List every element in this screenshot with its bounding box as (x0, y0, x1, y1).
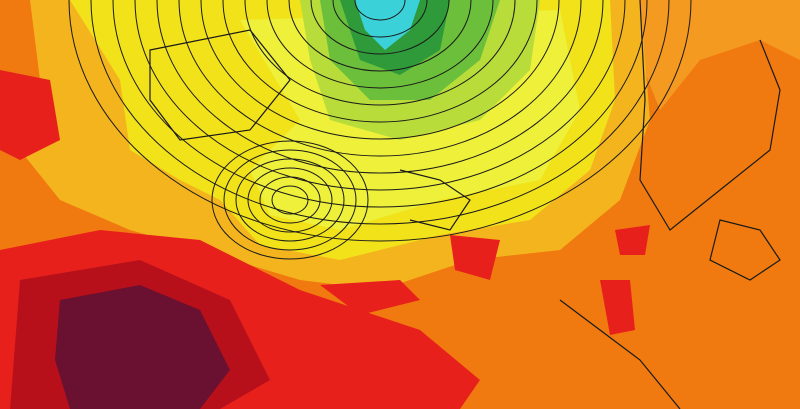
coastline (639, 0, 781, 231)
isobar-line (178, 0, 582, 157)
isobar-line (112, 0, 648, 208)
isobar-contours (68, 0, 692, 260)
isobar-line (266, 0, 494, 89)
isobar-line (235, 158, 345, 242)
isobar-line (90, 0, 670, 225)
isobar-line (271, 185, 309, 215)
isobar-line (211, 140, 369, 260)
isobar-line (134, 0, 626, 191)
light-orange-field (620, 0, 800, 110)
isobar-line (288, 0, 472, 72)
isobar-line (247, 167, 333, 233)
coastline (559, 299, 681, 409)
isobar-line (156, 0, 604, 174)
isobar-line (244, 0, 516, 106)
coastline (399, 169, 471, 231)
coastline (149, 29, 291, 141)
isobar-line (222, 0, 538, 123)
coastline (709, 219, 781, 281)
isobar-line (332, 0, 428, 38)
isobar-line (200, 0, 560, 140)
cyan-field (355, 0, 420, 50)
coastlines (149, 0, 781, 409)
isobar-line (310, 0, 450, 55)
isobar-line (223, 149, 357, 251)
maroon-field (55, 285, 230, 409)
isobar-line (68, 0, 692, 242)
isobar-line (259, 176, 321, 224)
isobar-line (354, 0, 406, 21)
